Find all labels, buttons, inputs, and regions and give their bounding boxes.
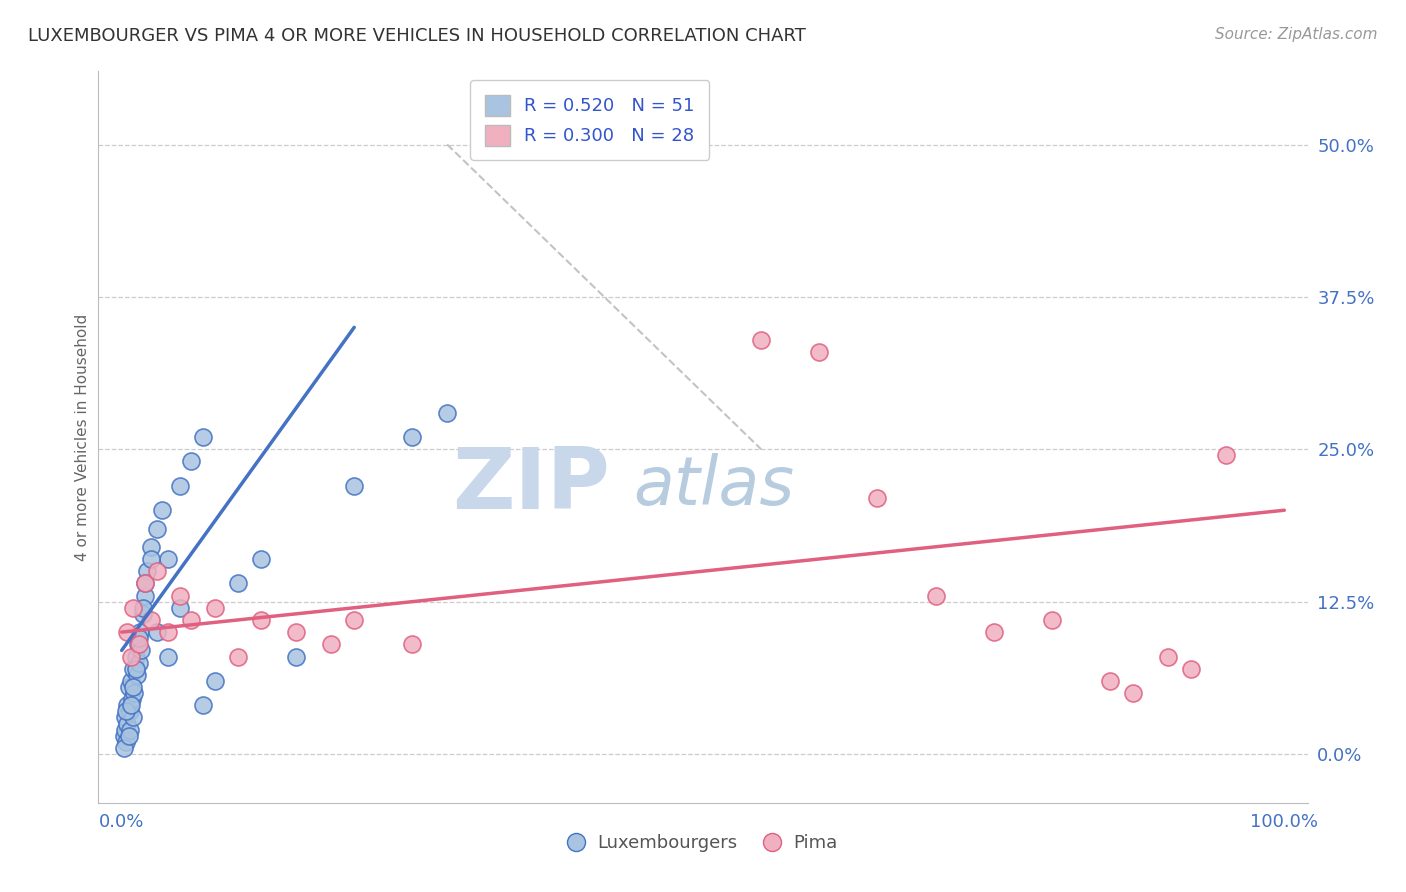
Point [114, 710, 136, 724]
Point [118, 680, 141, 694]
Point [401, 430, 423, 444]
Point [145, 625, 167, 640]
Point [136, 564, 159, 578]
Point [125, 667, 148, 681]
Point [139, 613, 162, 627]
Point [145, 521, 167, 535]
Point [169, 600, 191, 615]
Point [1122, 686, 1144, 700]
Point [226, 649, 249, 664]
Point [131, 600, 153, 615]
Point [120, 649, 142, 664]
Point [122, 710, 145, 724]
Point [128, 656, 150, 670]
Point [204, 673, 226, 688]
Point [1098, 673, 1121, 688]
Point [319, 637, 342, 651]
Point [117, 716, 139, 731]
Point [115, 705, 138, 719]
Point [1040, 613, 1063, 627]
Text: atlas: atlas [633, 453, 794, 519]
Point [121, 692, 143, 706]
Point [124, 649, 146, 664]
Point [157, 552, 180, 566]
Point [145, 564, 167, 578]
Point [157, 625, 180, 640]
Point [129, 625, 152, 640]
Point [112, 729, 135, 743]
Point [134, 589, 156, 603]
Point [118, 729, 141, 743]
Point [120, 698, 142, 713]
Point [157, 649, 180, 664]
Text: LUXEMBOURGER VS PIMA 4 OR MORE VEHICLES IN HOUSEHOLD CORRELATION CHART: LUXEMBOURGER VS PIMA 4 OR MORE VEHICLES … [28, 27, 806, 45]
Text: ZIP: ZIP [453, 444, 610, 527]
Point [128, 637, 150, 651]
Point [112, 740, 135, 755]
Point [134, 576, 156, 591]
Legend: Luxembourgers, Pima: Luxembourgers, Pima [561, 827, 845, 860]
Point [118, 705, 141, 719]
Point [180, 454, 202, 468]
Point [114, 723, 136, 737]
Point [131, 607, 153, 621]
Point [122, 662, 145, 676]
Point [250, 613, 273, 627]
Point [285, 625, 308, 640]
Text: Source: ZipAtlas.com: Source: ZipAtlas.com [1215, 27, 1378, 42]
Point [128, 632, 150, 646]
Point [808, 344, 831, 359]
Point [122, 680, 145, 694]
Point [1180, 662, 1202, 676]
Point [124, 662, 146, 676]
Point [134, 576, 156, 591]
Point [401, 637, 423, 651]
Point [343, 613, 366, 627]
Point [127, 637, 149, 651]
Point [1215, 449, 1237, 463]
Point [117, 625, 139, 640]
Point [115, 735, 138, 749]
Point [150, 503, 173, 517]
Y-axis label: 4 or more Vehicles in Household: 4 or more Vehicles in Household [75, 313, 90, 561]
Point [924, 589, 946, 603]
Point [191, 430, 214, 444]
Point [131, 643, 153, 657]
Point [139, 552, 162, 566]
Point [118, 723, 141, 737]
Point [436, 406, 458, 420]
Point [117, 698, 139, 713]
Point [285, 649, 308, 664]
Point [343, 479, 366, 493]
Point [1157, 649, 1180, 664]
Point [139, 540, 162, 554]
Point [169, 589, 191, 603]
Point [983, 625, 1005, 640]
Point [180, 613, 202, 627]
Point [749, 333, 772, 347]
Point [204, 600, 226, 615]
Point [866, 491, 889, 505]
Point [169, 479, 191, 493]
Point [226, 576, 249, 591]
Point [120, 673, 142, 688]
Point [250, 552, 273, 566]
Point [122, 600, 145, 615]
Point [191, 698, 214, 713]
Point [124, 686, 146, 700]
